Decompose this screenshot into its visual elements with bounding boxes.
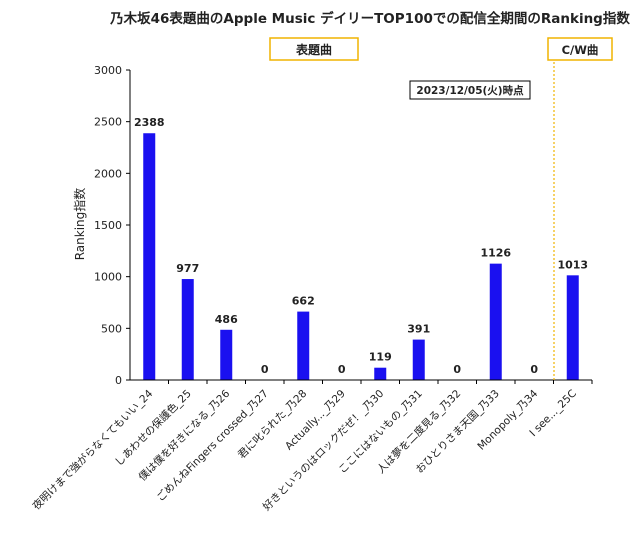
chart-title: 乃木坂46表題曲のApple Music デイリーTOP100での配信全期間のR… xyxy=(109,10,630,27)
bar xyxy=(412,339,425,380)
y-tick-label: 500 xyxy=(101,322,122,335)
date-note: 2023/12/05(火)時点 xyxy=(416,84,524,97)
bar xyxy=(374,367,387,380)
y-tick-label: 2500 xyxy=(94,116,122,129)
bars xyxy=(143,133,579,380)
bar xyxy=(143,133,156,380)
data-labels: 2388 977 486 0 662 0 119 391 0 1126 0 1013 xyxy=(134,116,588,376)
bar xyxy=(566,275,579,380)
data-label: 486 xyxy=(215,313,238,326)
data-label: 662 xyxy=(292,295,315,308)
data-label: 0 xyxy=(338,363,346,376)
data-label: 1126 xyxy=(480,247,511,260)
bar xyxy=(220,329,233,380)
singles-group-box xyxy=(269,37,359,61)
bar xyxy=(181,279,194,380)
data-label: 0 xyxy=(453,363,461,376)
y-tick-label: 3000 xyxy=(94,64,122,77)
y-tick-label: 2000 xyxy=(94,167,122,180)
y-tick-label: 0 xyxy=(115,374,122,387)
x-tick-label: 君に叱られた_乃28 xyxy=(236,388,310,462)
cw-group-box xyxy=(547,37,613,61)
y-tick-label: 1500 xyxy=(94,219,122,232)
bar xyxy=(297,311,310,380)
data-label: 0 xyxy=(261,363,269,376)
singles-group-label: 表題曲 xyxy=(295,42,332,57)
y-axis-label: Ranking指数 xyxy=(72,188,87,261)
y-axis-ticks: 0 500 1000 1500 2000 2500 3000 xyxy=(94,64,130,387)
x-axis-ticks: 夜明けまで強がらなくてもいい_24しあわせの保護色_25僕は僕を好きになる_乃2… xyxy=(30,380,593,513)
data-label: 391 xyxy=(407,323,430,336)
cw-group-label: C/W曲 xyxy=(562,43,599,57)
x-tick-label: しあわせの保護色_25 xyxy=(112,387,194,469)
data-label: 0 xyxy=(530,363,538,376)
y-tick-label: 1000 xyxy=(94,271,122,284)
data-label: 119 xyxy=(369,351,392,364)
bar xyxy=(489,263,502,380)
data-label: 977 xyxy=(176,262,199,275)
data-label: 1013 xyxy=(557,258,588,271)
date-note-box xyxy=(409,80,531,100)
data-label: 2388 xyxy=(134,116,165,129)
